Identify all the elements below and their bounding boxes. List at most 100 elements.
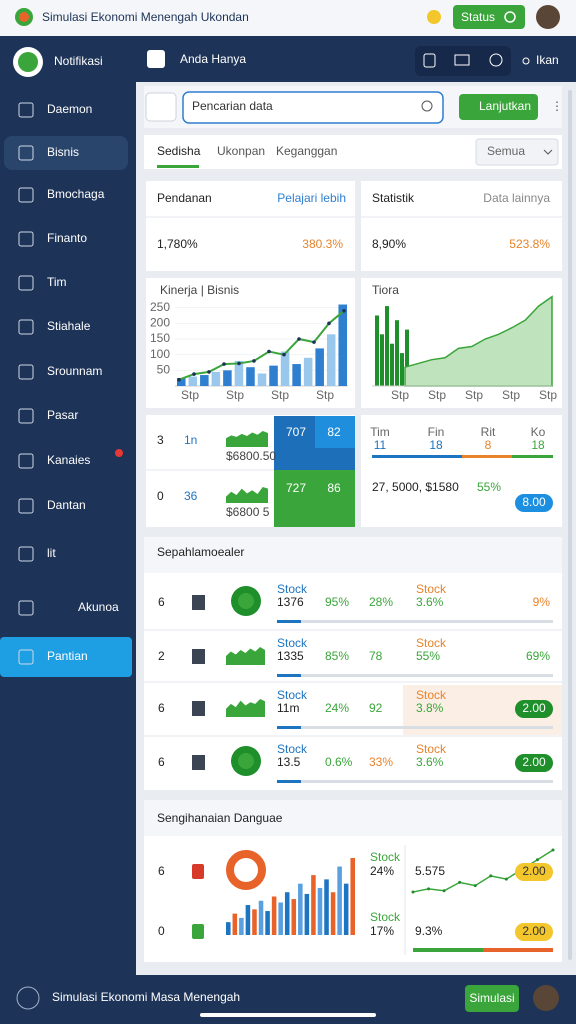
menu-item[interactable]: Pantian xyxy=(47,649,88,663)
menu-item[interactable]: Tim xyxy=(47,275,67,289)
row-label: Stock xyxy=(277,636,308,650)
row-end: 9% xyxy=(533,595,551,609)
row-label: Stock xyxy=(277,742,308,756)
row-pct: 95% xyxy=(325,595,349,609)
bar xyxy=(337,866,342,935)
menu-selected xyxy=(4,136,128,170)
search-input[interactable] xyxy=(182,91,444,124)
menu-item[interactable]: Kanaies xyxy=(47,453,90,467)
more-dots[interactable]: ⋮ xyxy=(551,99,563,113)
row-button-label[interactable]: 2.00 xyxy=(522,701,546,715)
row-button[interactable] xyxy=(515,754,553,772)
footer-button[interactable] xyxy=(465,985,519,1012)
tool-icon[interactable] xyxy=(454,54,470,66)
row-value: 11m xyxy=(277,701,299,715)
filter-dropdown[interactable] xyxy=(475,138,559,166)
line-point xyxy=(297,337,301,341)
footer-button-label[interactable]: Simulasi xyxy=(469,991,514,1005)
status-label[interactable]: Status xyxy=(461,10,495,24)
menu-item[interactable]: Dantan xyxy=(47,498,86,512)
row-donut-hole xyxy=(238,593,254,609)
dropdown-caret xyxy=(543,149,553,155)
bar xyxy=(311,875,316,935)
row-pct: 28% xyxy=(369,595,393,609)
row-button[interactable] xyxy=(515,863,553,881)
row-button[interactable] xyxy=(515,923,553,941)
row-label: Stock xyxy=(370,850,401,864)
team-progress xyxy=(512,455,553,458)
search-button[interactable] xyxy=(459,94,538,120)
row-value: 1335 xyxy=(277,649,304,663)
menu-item[interactable]: Srounnam xyxy=(47,364,102,378)
menu-item[interactable]: Bmochaga xyxy=(47,187,105,201)
menu-item[interactable]: Pasar xyxy=(47,408,78,422)
row-pct: 3.8% xyxy=(416,701,444,715)
line-point xyxy=(442,889,446,893)
row-pct: 0.6% xyxy=(325,755,353,769)
x-tick-label: Stp xyxy=(271,388,289,402)
team-value: 8 xyxy=(485,438,492,452)
menu-item[interactable]: Finanto xyxy=(47,231,87,245)
team-button[interactable] xyxy=(515,494,553,512)
kpi-caption: $6800 5 xyxy=(226,505,270,519)
bar xyxy=(317,887,323,935)
area xyxy=(404,295,553,387)
row-track xyxy=(277,726,553,729)
menu-icon xyxy=(18,649,34,665)
scrollbar xyxy=(568,90,572,960)
menu-item[interactable]: lit xyxy=(47,546,56,560)
card-title: Statistik xyxy=(372,191,415,205)
menu-item[interactable]: Akunoa xyxy=(78,600,119,614)
footer-icon xyxy=(16,986,40,1010)
search-icon-box[interactable] xyxy=(145,92,177,122)
row-value: 9.3% xyxy=(415,924,443,938)
row-label: Stock xyxy=(416,636,447,650)
card-link[interactable]: Data lainnya xyxy=(483,191,550,205)
search-button-label[interactable]: Lanjutkan xyxy=(479,99,531,113)
card-link[interactable]: Pelajari lebih xyxy=(277,191,346,205)
row-index: 6 xyxy=(158,755,165,769)
y-tick-label: 250 xyxy=(150,300,170,314)
line-point xyxy=(473,884,477,888)
avatar[interactable] xyxy=(536,5,560,29)
tool-icon[interactable] xyxy=(489,53,503,67)
status-button[interactable] xyxy=(453,5,525,29)
row-pct: 92 xyxy=(369,701,383,715)
menu-item[interactable]: Daemon xyxy=(47,102,92,116)
row-button[interactable] xyxy=(515,700,553,718)
bar xyxy=(326,334,336,386)
team-value: 18 xyxy=(531,438,545,452)
tab[interactable]: Keganggan xyxy=(276,144,337,158)
line-point xyxy=(427,887,431,891)
kpi-index: 0 xyxy=(157,489,164,503)
row-button-label[interactable]: 2.00 xyxy=(522,864,546,878)
row-label: Stock xyxy=(370,910,401,924)
bottom-title: Sengihanaian Danguae xyxy=(157,811,283,825)
team-button-label[interactable]: 8.00 xyxy=(522,495,546,509)
card-value: 1,780% xyxy=(157,237,198,251)
tool-icon[interactable] xyxy=(423,53,436,68)
tab[interactable]: Ukonpan xyxy=(217,144,265,158)
bar xyxy=(292,364,301,386)
bottom-header xyxy=(144,800,562,836)
row-button-label[interactable]: 2.00 xyxy=(522,924,546,938)
bar xyxy=(232,913,238,935)
tile-value: 82 xyxy=(327,425,341,439)
row-track xyxy=(277,674,553,677)
menu-item[interactable]: Stiahale xyxy=(47,319,91,333)
filter-label[interactable]: Semua xyxy=(487,144,525,158)
tab[interactable]: Sedisha xyxy=(157,144,201,158)
line-point xyxy=(504,877,508,881)
header-menu[interactable]: Ikan xyxy=(536,53,559,67)
tile-value: 727 xyxy=(286,481,306,495)
menu-item[interactable]: Bisnis xyxy=(47,145,79,159)
brand-logo-core xyxy=(18,52,38,72)
avatar[interactable] xyxy=(533,985,559,1011)
menu-icon xyxy=(18,102,34,118)
bar xyxy=(385,306,389,386)
menu-active xyxy=(0,637,132,677)
bar xyxy=(234,360,244,386)
card xyxy=(361,181,562,271)
team-value: 18 xyxy=(429,438,443,452)
row-button-label[interactable]: 2.00 xyxy=(522,755,546,769)
